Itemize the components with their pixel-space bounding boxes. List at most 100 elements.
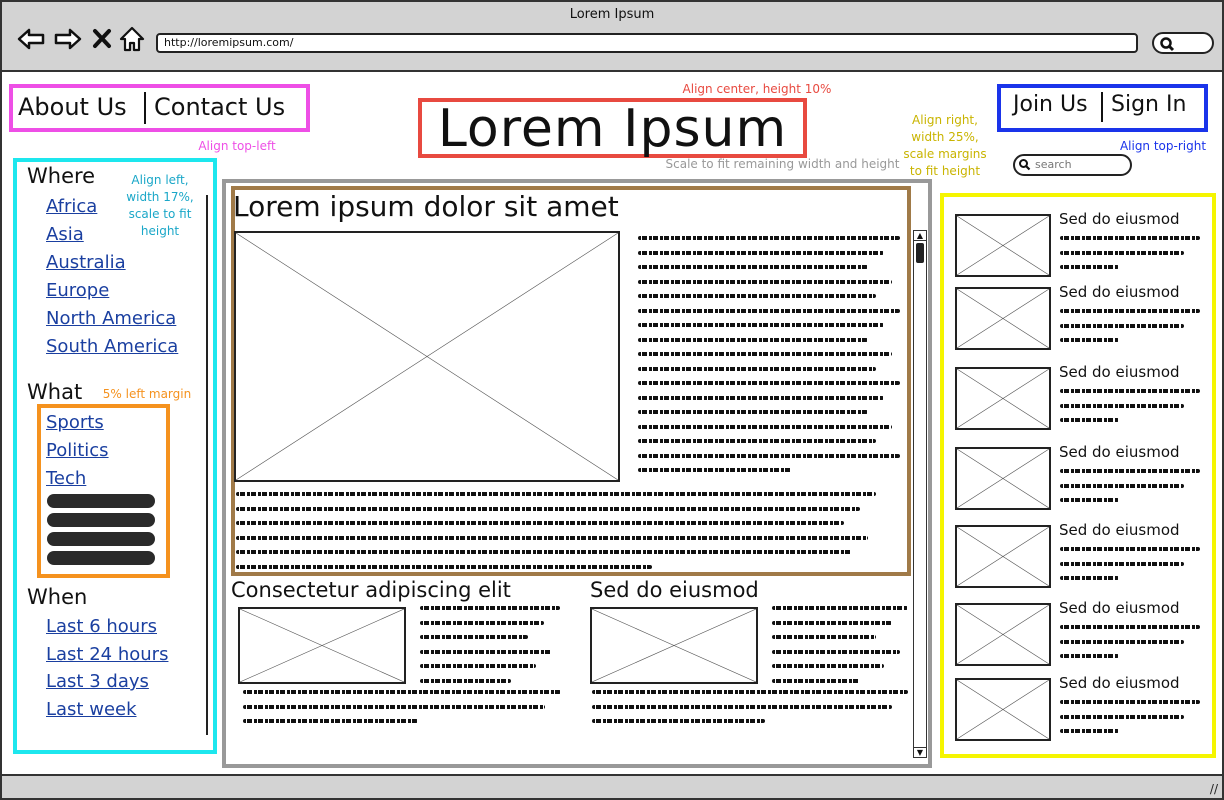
home-icon[interactable]: [118, 24, 148, 54]
placeholder-text-line: [1060, 309, 1200, 313]
top-right-nav: Join Us Sign In: [997, 84, 1208, 132]
resize-grip-icon[interactable]: //: [1209, 782, 1218, 796]
scroll-thumb[interactable]: [916, 243, 924, 263]
sidebar-item-last-3-days[interactable]: Last 3 days: [46, 671, 149, 692]
sub-article-title[interactable]: Consectetur adipiscing elit: [231, 578, 511, 602]
back-icon[interactable]: [16, 24, 46, 54]
placeholder-text-line: [772, 620, 892, 625]
article-image-placeholder[interactable]: [234, 231, 620, 482]
sidebar-item-europe[interactable]: Europe: [46, 280, 110, 301]
main-scrollbar[interactable]: ▲ ▼: [913, 230, 927, 758]
placeholder-text-line: [1060, 483, 1184, 488]
sidebar-item-australia[interactable]: Australia: [46, 252, 126, 273]
title-bar: Lorem Ipsum http://loremipsum.com/: [2, 2, 1222, 72]
placeholder-text-line: [592, 704, 892, 709]
annotation-left-col: Align left, width 17%, scale to fit heig…: [126, 173, 194, 238]
list-item-title[interactable]: Sed do eiusmod: [1059, 283, 1180, 301]
scroll-down-icon[interactable]: ▼: [914, 747, 926, 757]
left-sidebar: [13, 158, 217, 754]
article-title[interactable]: Lorem ipsum dolor sit amet: [233, 190, 619, 223]
placeholder-text-line: [420, 678, 511, 683]
window-title: Lorem Ipsum: [569, 7, 655, 22]
scroll-up-icon[interactable]: ▲: [914, 231, 926, 241]
list-item-title[interactable]: Sed do eiusmod: [1059, 599, 1180, 617]
placeholder-text-line: [1060, 469, 1200, 473]
sub-article-title[interactable]: Sed do eiusmod: [590, 578, 759, 602]
placeholder-text-line: [236, 506, 860, 511]
placeholder-text-line: [1060, 498, 1119, 502]
list-item-title[interactable]: Sed do eiusmod: [1059, 674, 1180, 692]
sub-article-image-placeholder[interactable]: [238, 607, 406, 684]
sidebar-item-south-america[interactable]: South America: [46, 336, 179, 357]
sidebar-item-sports[interactable]: Sports: [46, 412, 104, 433]
placeholder-text-line: [420, 664, 536, 668]
placeholder-text-line: [638, 323, 884, 327]
site-logo[interactable]: Lorem Ipsum: [437, 99, 788, 159]
thumbnail-placeholder[interactable]: [955, 214, 1051, 277]
list-item-title[interactable]: Sed do eiusmod: [1059, 521, 1180, 539]
list-item-title[interactable]: Sed do eiusmod: [1059, 363, 1180, 381]
sidebar-item-last-24-hours[interactable]: Last 24 hours: [46, 644, 169, 665]
placeholder-text-line: [243, 690, 561, 694]
sign-in-link[interactable]: Sign In: [1111, 92, 1187, 117]
stop-icon[interactable]: [91, 24, 121, 54]
placeholder-text-line: [638, 308, 900, 313]
thumbnail-placeholder[interactable]: [955, 287, 1051, 350]
thumbnail-placeholder[interactable]: [955, 678, 1051, 741]
placeholder-text-line: [1060, 418, 1119, 422]
placeholder-text-line: [1060, 714, 1184, 719]
placeholder-text-line: [638, 279, 892, 284]
sidebar-item-politics[interactable]: Politics: [46, 440, 109, 461]
placeholder-text-line: [1060, 389, 1200, 393]
placeholder-text-line: [1060, 700, 1200, 704]
sub-article-image-placeholder[interactable]: [590, 607, 758, 684]
placeholder-text-line: [243, 719, 418, 723]
nav-divider: [1101, 92, 1103, 122]
thumbnail-placeholder[interactable]: [955, 603, 1051, 666]
what-group: [37, 404, 170, 578]
annotation-right-col: Align right, width 25%, scale margins to…: [903, 113, 987, 178]
annotation-margin: 5% left margin: [102, 387, 192, 401]
url-input[interactable]: http://loremipsum.com/: [156, 33, 1138, 53]
placeholder-text-line: [1060, 265, 1119, 269]
placeholder-text-line: [638, 265, 868, 269]
status-bar: //: [2, 774, 1222, 798]
sidebar-item-last-6-hours[interactable]: Last 6 hours: [46, 616, 157, 637]
forward-icon[interactable]: [53, 24, 83, 54]
search-input[interactable]: search: [1013, 154, 1132, 176]
sidebar-item-asia[interactable]: Asia: [46, 224, 84, 245]
contact-us-link[interactable]: Contact Us: [154, 93, 286, 121]
placeholder-text-line: [638, 424, 892, 429]
list-item-title[interactable]: Sed do eiusmod: [1059, 443, 1180, 461]
placeholder-text-line: [638, 337, 868, 342]
right-column: [940, 193, 1216, 758]
placeholder-text-line: [1060, 561, 1184, 566]
thumbnail-placeholder[interactable]: [955, 525, 1051, 588]
sidebar-item-north-america[interactable]: North America: [46, 308, 177, 329]
sidebar-scroll-edge: [206, 195, 208, 735]
placeholder-text-line: [1060, 547, 1200, 551]
nav-divider: [144, 92, 146, 124]
placeholder-text-line: [592, 690, 908, 694]
placeholder-text-line: [236, 535, 868, 540]
about-us-link[interactable]: About Us: [18, 93, 127, 121]
placeholder-text-line: [1060, 639, 1184, 644]
placeholder-text-line: [638, 236, 900, 240]
featured-article: [231, 186, 911, 576]
thumbnail-placeholder[interactable]: [955, 447, 1051, 510]
placeholder-text-line: [1060, 338, 1119, 342]
list-item-title[interactable]: Sed do eiusmod: [1059, 210, 1180, 228]
thumbnail-placeholder[interactable]: [955, 367, 1051, 430]
join-us-link[interactable]: Join Us: [1013, 92, 1088, 117]
placeholder-text-line: [638, 395, 884, 400]
browser-search[interactable]: [1152, 32, 1214, 54]
sidebar-item-last-week[interactable]: Last week: [46, 699, 137, 720]
annotation-top-right: Align top-right: [1119, 139, 1207, 153]
sidebar-item-africa[interactable]: Africa: [46, 196, 98, 217]
placeholder-text-line: [1060, 250, 1184, 255]
placeholder-text-line: [772, 606, 908, 610]
redacted-item: [47, 513, 155, 527]
sidebar-item-tech[interactable]: Tech: [46, 468, 87, 489]
what-heading: What: [27, 380, 83, 404]
placeholder-text-line: [638, 366, 876, 371]
